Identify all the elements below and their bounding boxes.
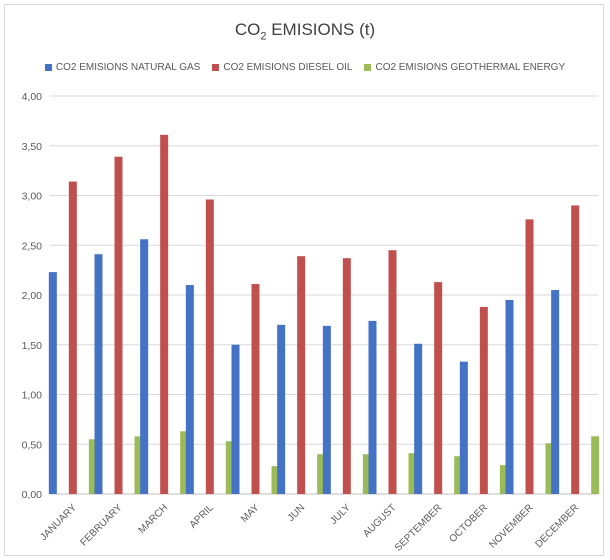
bar-1 bbox=[571, 205, 580, 494]
bar-0 bbox=[48, 272, 57, 494]
y-tick-label: 1,50 bbox=[22, 340, 43, 352]
bar-0 bbox=[185, 285, 194, 494]
bar-1 bbox=[388, 250, 397, 494]
bar-0 bbox=[551, 290, 560, 494]
bar-2 bbox=[454, 456, 463, 494]
x-tick-label: JULY bbox=[328, 502, 353, 527]
bar-2 bbox=[88, 439, 97, 494]
y-tick-label: 3,50 bbox=[22, 141, 43, 153]
bar-1 bbox=[434, 282, 443, 494]
legend: CO2 EMISIONS NATURAL GAS CO2 EMISIONS DI… bbox=[0, 62, 610, 73]
bar-2 bbox=[225, 441, 234, 494]
bar-0 bbox=[322, 325, 331, 494]
x-tick-label: NOVEMBER bbox=[487, 502, 535, 550]
x-tick-label: JUN bbox=[286, 502, 308, 524]
bar-1 bbox=[525, 219, 534, 494]
x-tick-label: APRIL bbox=[188, 502, 217, 531]
bar-2 bbox=[408, 453, 417, 494]
legend-swatch-geothermal bbox=[364, 64, 372, 71]
legend-item-diesel-oil: CO2 EMISIONS DIESEL OIL bbox=[212, 62, 352, 73]
legend-item-geothermal: CO2 EMISIONS GEOTHERMAL ENERGY bbox=[364, 62, 565, 73]
bar-0 bbox=[277, 324, 286, 494]
legend-label-natural-gas: CO2 EMISIONS NATURAL GAS bbox=[55, 62, 201, 73]
title-subscript: 2 bbox=[260, 30, 267, 43]
bar-1 bbox=[297, 256, 306, 494]
title-main: CO bbox=[234, 20, 261, 39]
title-rest: EMISIONS (t) bbox=[266, 20, 376, 39]
bar-2 bbox=[271, 466, 280, 494]
x-tick-label: OCTOBER bbox=[447, 502, 490, 545]
bar-2 bbox=[591, 436, 600, 494]
bar-2 bbox=[499, 465, 508, 494]
x-tick-label: FEBRUARY bbox=[78, 502, 124, 548]
bar-2 bbox=[362, 454, 371, 494]
bar-1 bbox=[251, 284, 260, 494]
y-tick-label: 2,00 bbox=[22, 290, 43, 302]
y-tick-label: 0,00 bbox=[22, 489, 43, 501]
legend-label-diesel-oil: CO2 EMISIONS DIESEL OIL bbox=[223, 62, 353, 73]
x-tick-label: DECEMBER bbox=[533, 502, 581, 550]
bar-1 bbox=[68, 181, 77, 494]
x-tick-label: MARCH bbox=[137, 502, 171, 536]
x-tick-label: SEPTEMBER bbox=[393, 502, 444, 553]
bar-0 bbox=[505, 299, 514, 494]
legend-label-geothermal: CO2 EMISIONS GEOTHERMAL ENERGY bbox=[375, 62, 566, 73]
bar-0 bbox=[140, 239, 149, 494]
bar-0 bbox=[94, 254, 103, 494]
legend-swatch-diesel-oil bbox=[212, 64, 220, 71]
bar-2 bbox=[134, 436, 143, 494]
y-tick-label: 4,00 bbox=[22, 91, 43, 103]
x-tick-label: MAY bbox=[239, 502, 262, 525]
y-tick-label: 2,50 bbox=[22, 240, 43, 252]
bar-1 bbox=[342, 258, 351, 494]
x-tick-label: AUGUST bbox=[361, 502, 398, 539]
bar-0 bbox=[368, 320, 377, 494]
bar-1 bbox=[114, 156, 123, 494]
bar-0 bbox=[231, 344, 240, 494]
legend-item-natural-gas: CO2 EMISIONS NATURAL GAS bbox=[44, 62, 201, 73]
y-tick-label: 1,00 bbox=[22, 390, 43, 402]
bar-2 bbox=[180, 431, 189, 494]
bar-2 bbox=[545, 443, 554, 494]
y-tick-label: 0,50 bbox=[22, 439, 43, 451]
x-tick-label: JANUARY bbox=[38, 502, 79, 543]
bar-1 bbox=[479, 306, 488, 494]
bar-1 bbox=[205, 199, 214, 495]
bar-0 bbox=[414, 343, 423, 494]
bar-0 bbox=[459, 361, 468, 494]
legend-swatch-natural-gas bbox=[44, 64, 52, 71]
bar-2 bbox=[317, 454, 326, 494]
chart-title: CO2 EMISIONS (t) bbox=[0, 20, 610, 42]
y-tick-label: 3,00 bbox=[22, 191, 43, 203]
bar-1 bbox=[160, 134, 169, 494]
